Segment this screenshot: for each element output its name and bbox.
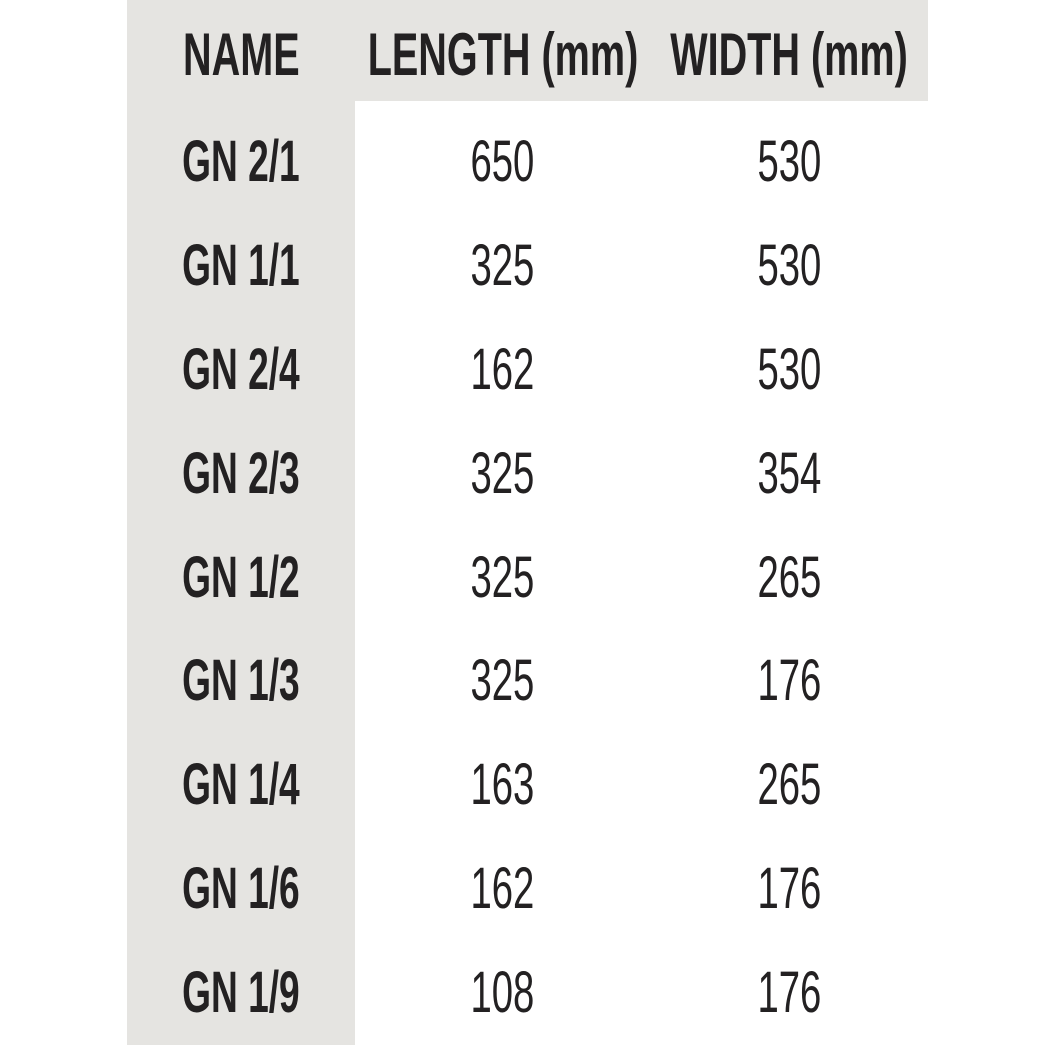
table-row-length-cell: 163 [355, 733, 650, 837]
width-value: 176 [757, 960, 821, 1026]
length-value: 325 [470, 232, 535, 298]
table-row-length-cell: 325 [355, 526, 650, 630]
width-value: 530 [757, 336, 821, 402]
header-width-label: WIDTH (mm) [670, 21, 908, 88]
table-row-length-cell: 325 [355, 214, 650, 318]
table-row-name-cell: GN 2/4 [127, 318, 355, 422]
table-row-name-cell: GN 2/3 [127, 422, 355, 526]
table-row-width-cell: 530 [650, 110, 928, 214]
length-value: 162 [470, 856, 535, 922]
header-cell-length: LENGTH (mm) [355, 0, 650, 110]
width-value: 265 [757, 544, 821, 610]
pan-name: GN 1/9 [182, 960, 300, 1026]
table-row-name-cell: GN 1/6 [127, 837, 355, 941]
table-row-length-cell: 108 [355, 941, 650, 1045]
table-row-length-cell: 162 [355, 837, 650, 941]
table-row-width-cell: 354 [650, 422, 928, 526]
width-value: 530 [757, 232, 821, 298]
length-value: 162 [470, 336, 535, 402]
length-value: 325 [470, 440, 535, 506]
header-cell-name: NAME [127, 0, 355, 110]
table-row-name-cell: GN 1/2 [127, 526, 355, 630]
length-value: 650 [470, 128, 535, 194]
width-value: 176 [757, 856, 821, 922]
length-value: 108 [470, 960, 535, 1026]
table-row-name-cell: GN 1/4 [127, 733, 355, 837]
pan-name: GN 1/3 [182, 648, 300, 714]
table-row-name-cell: GN 1/1 [127, 214, 355, 318]
table-row-width-cell: 530 [650, 318, 928, 422]
width-value: 176 [757, 648, 821, 714]
header-length-label: LENGTH (mm) [367, 21, 638, 88]
pan-name: GN 2/1 [182, 128, 300, 194]
pan-name: GN 2/4 [182, 336, 300, 402]
width-value: 265 [757, 752, 821, 818]
table-row-length-cell: 325 [355, 629, 650, 733]
table-row-width-cell: 530 [650, 214, 928, 318]
length-value: 325 [470, 544, 535, 610]
table-row-name-cell: GN 2/1 [127, 110, 355, 214]
size-table: NAME LENGTH (mm) WIDTH (mm) GN 2/1 650 5… [127, 0, 928, 1045]
header-row-background [127, 0, 928, 101]
length-value: 163 [470, 752, 535, 818]
table-row-length-cell: 650 [355, 110, 650, 214]
pan-name: GN 1/4 [182, 752, 300, 818]
pan-name: GN 1/2 [182, 544, 300, 610]
table-row-name-cell: GN 1/9 [127, 941, 355, 1045]
length-value: 325 [470, 648, 535, 714]
table-row-width-cell: 265 [650, 526, 928, 630]
table-row-width-cell: 176 [650, 837, 928, 941]
width-value: 354 [757, 440, 821, 506]
width-value: 530 [757, 128, 821, 194]
pan-name: GN 2/3 [182, 440, 300, 506]
header-cell-width: WIDTH (mm) [650, 0, 928, 110]
table-row-length-cell: 325 [355, 422, 650, 526]
table-row-width-cell: 176 [650, 941, 928, 1045]
table-row-width-cell: 176 [650, 629, 928, 733]
table-row-name-cell: GN 1/3 [127, 629, 355, 733]
table-row-length-cell: 162 [355, 318, 650, 422]
table-row-width-cell: 265 [650, 733, 928, 837]
pan-name: GN 1/6 [182, 856, 300, 922]
header-name-label: NAME [182, 21, 300, 88]
pan-name: GN 1/1 [182, 232, 300, 298]
name-column-background [127, 0, 355, 1045]
